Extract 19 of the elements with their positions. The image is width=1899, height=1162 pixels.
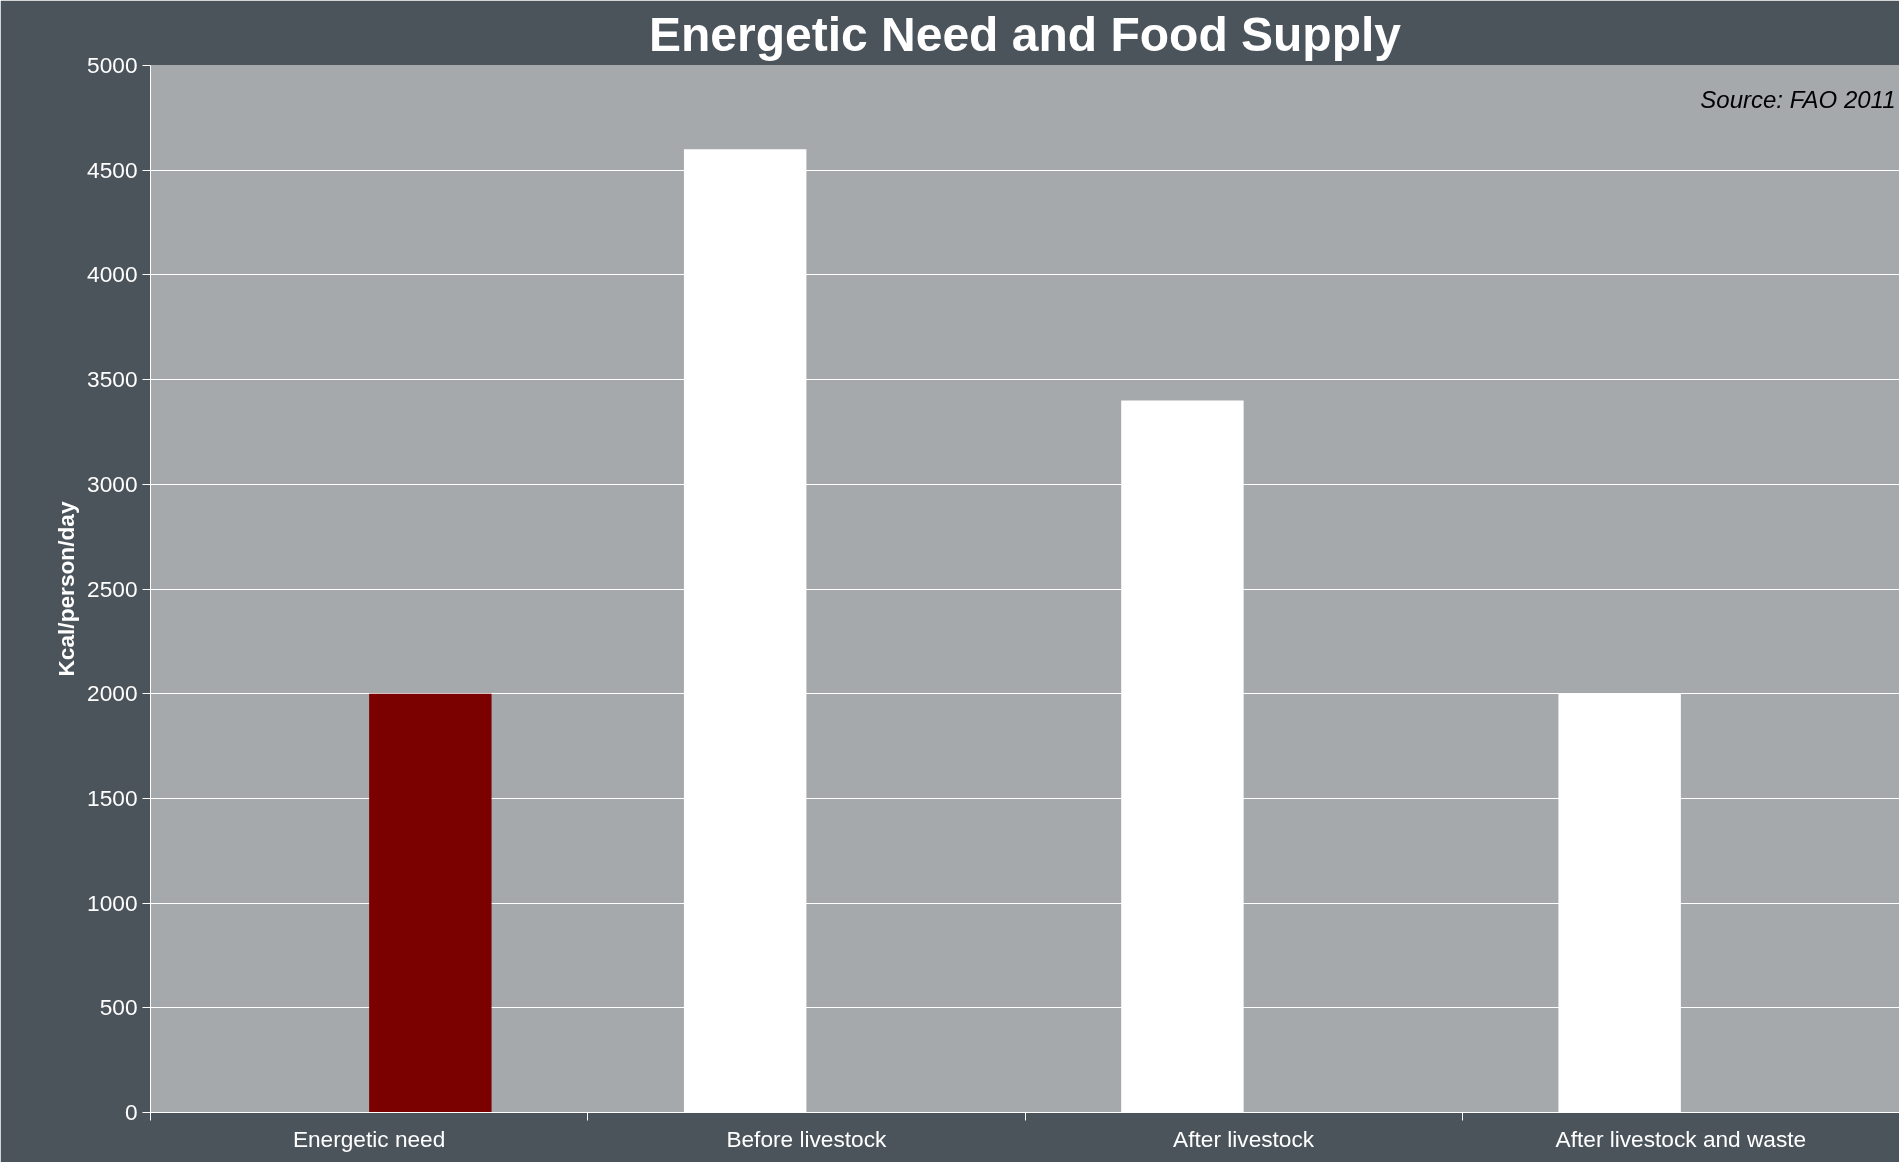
y-tick-label: 3500 [87,366,138,393]
y-tick-label: 0 [124,1099,138,1125]
y-tick-label: 1000 [87,889,138,916]
chart-title: Energetic Need and Food Supply [648,7,1402,61]
x-tick-label: After livestock [1173,1125,1315,1152]
y-tick-label: 3000 [87,470,138,497]
bar [369,693,492,1113]
y-axis-title: Kcal/person/day [53,501,80,677]
y-tick-label: 2000 [87,680,138,707]
x-tick-label: Before livestock [726,1125,888,1152]
annotation: Source: FAO 2011 [1700,85,1896,113]
y-tick-label: 500 [99,994,138,1021]
x-tick-label: Energetic need [292,1125,446,1152]
y-tick-label: 2500 [87,575,138,602]
y-tick-label: 4000 [87,261,138,288]
y-tick-label: 1500 [87,784,138,811]
y-tick-label: 4500 [87,156,138,183]
x-tick-label: After livestock and waste [1555,1125,1807,1152]
y-tick-label: 5000 [87,52,138,78]
